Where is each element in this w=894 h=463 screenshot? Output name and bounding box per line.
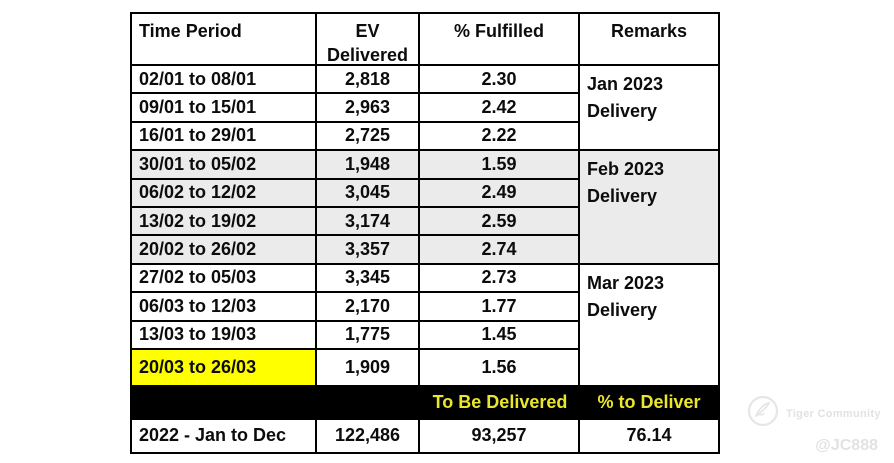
remark-mar-2023: Mar 2023 Delivery: [580, 264, 720, 387]
delivered-cell: 2,818: [317, 66, 420, 95]
total-percent-cell: 76.14: [580, 419, 720, 454]
period-cell: 13/02 to 19/02: [132, 207, 317, 237]
fulfilled-cell: 2.74: [420, 236, 580, 265]
period-cell: 06/03 to 12/03: [132, 293, 317, 322]
ev-delivery-table: Time Period EV Delivered % Fulfilled Rem…: [130, 12, 720, 454]
fulfilled-cell: 2.49: [420, 179, 580, 208]
period-cell: 09/01 to 15/01: [132, 94, 317, 123]
total-period-cell: 2022 - Jan to Dec: [132, 419, 317, 454]
fulfilled-cell: 2.73: [420, 264, 580, 294]
period-cell: 20/02 to 26/02: [132, 236, 317, 265]
period-cell: 02/01 to 08/01: [132, 66, 317, 95]
watermark-handle-text: @JC888: [815, 437, 878, 454]
delivered-cell: 2,725: [317, 122, 420, 152]
delivered-cell: 1,948: [317, 151, 420, 180]
to-be-delivered-label: To Be Delivered: [432, 391, 568, 412]
summary-band: To Be Delivered % to Deliver: [132, 386, 720, 420]
delivered-cell: 1,775: [317, 321, 420, 350]
period-cell: 16/01 to 29/01: [132, 122, 317, 152]
fulfilled-cell: 1.59: [420, 151, 580, 180]
watermark-brand-text: Tiger Community: [786, 407, 881, 420]
delivered-cell: 3,345: [317, 264, 420, 294]
fulfilled-cell: 2.59: [420, 207, 580, 237]
period-cell-highlighted: 20/03 to 26/03: [132, 349, 317, 387]
header-time-period: Time Period: [132, 14, 317, 66]
fulfilled-cell: 1.45: [420, 321, 580, 350]
percent-to-deliver-label: % to Deliver: [597, 391, 701, 412]
delivered-cell: 2,170: [317, 293, 420, 322]
fulfilled-cell: 2.42: [420, 94, 580, 123]
tiger-logo-icon: [746, 394, 780, 433]
header-ev-delivered: EV Delivered: [317, 14, 420, 66]
delivered-cell: 2,963: [317, 94, 420, 123]
fulfilled-cell: 1.77: [420, 293, 580, 322]
fulfilled-cell: 2.22: [420, 122, 580, 152]
fulfilled-cell: 1.56: [420, 349, 580, 387]
delivered-cell: 3,045: [317, 179, 420, 208]
total-to-be-delivered-cell: 93,257: [420, 419, 580, 454]
remark-jan-2023: Jan 2023 Delivery: [580, 66, 720, 152]
period-cell: 30/01 to 05/02: [132, 151, 317, 180]
header-remarks: Remarks: [580, 14, 720, 66]
period-cell: 13/03 to 19/03: [132, 321, 317, 350]
watermark: Tiger Community @JC888: [746, 394, 880, 455]
delivered-cell: 1,909: [317, 349, 420, 387]
remark-feb-2023: Feb 2023 Delivery: [580, 151, 720, 265]
header-percent-fulfilled: % Fulfilled: [420, 14, 580, 66]
total-delivered-cell: 122,486: [317, 419, 420, 454]
period-cell: 06/02 to 12/02: [132, 179, 317, 208]
period-cell: 27/02 to 05/03: [132, 264, 317, 294]
delivered-cell: 3,357: [317, 236, 420, 265]
fulfilled-cell: 2.30: [420, 66, 580, 95]
delivered-cell: 3,174: [317, 207, 420, 237]
